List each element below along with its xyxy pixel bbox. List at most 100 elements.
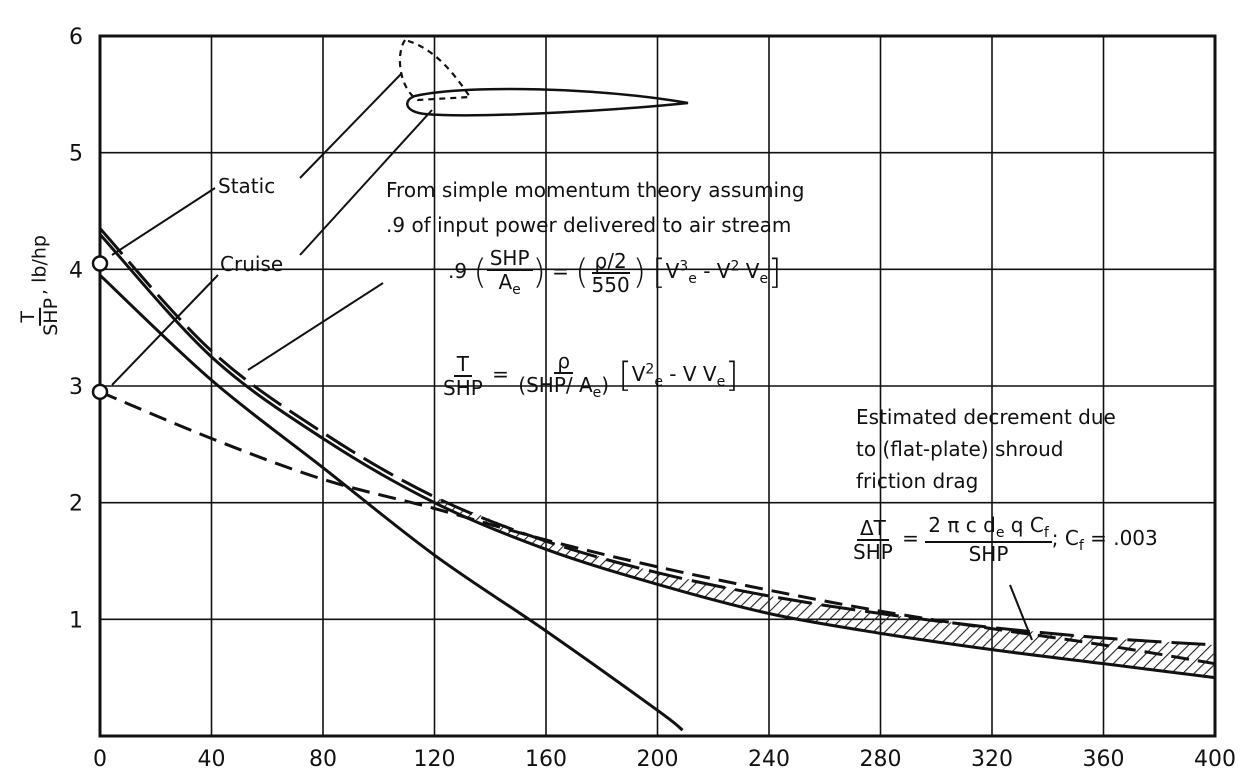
static-leader-2: [299, 72, 403, 179]
decrement-leader: [1009, 584, 1033, 641]
eq1-paren-close: ): [532, 252, 546, 293]
eq1-minus: - V: [696, 259, 731, 284]
x-tick-label: 280: [860, 747, 902, 772]
x-tick-label: 400: [1194, 747, 1236, 772]
eq1-denominator-2: 550: [591, 272, 630, 297]
eq1-denominator-1: Ae: [495, 271, 523, 298]
eq3-num2-text: 2 π c d: [928, 513, 996, 537]
static-leader-1: [111, 187, 216, 256]
eq1-fraction-1: SHP Ae: [486, 247, 533, 298]
eq1-v-sup: 3: [679, 258, 689, 275]
eq2-v-sup: 2: [645, 361, 655, 378]
momentum-text-line-2: .9 of input power delivered to air strea…: [386, 213, 792, 237]
y-axis-units: , lb/hp: [28, 235, 51, 295]
eq1-coefficient: .9: [448, 259, 468, 284]
eq3-cf-sub: f: [1078, 538, 1084, 555]
tick-labels: 0 40 80 120 160 200 240 280 320 360 400 1 2 3 4 5 6: [69, 25, 1236, 772]
marker-static: [91, 255, 109, 272]
cruise-label: Cruise: [220, 252, 284, 276]
eq3-fraction-2: 2 π c de q Cf SHP: [925, 513, 1052, 567]
series-line-4: [98, 227, 1216, 647]
airfoil-cruise-shape: [406, 87, 689, 117]
eq3-cf-value: = .003: [1083, 526, 1158, 551]
eq2-denominator-2: (SHP/ Ae): [515, 374, 612, 401]
y-axis-denominator: SHP: [39, 297, 62, 336]
eq1-den1-text: A: [498, 270, 513, 294]
eq3-denominator-2: SHP: [968, 542, 1009, 567]
eq3-cf: ; C: [1051, 526, 1079, 551]
eq3-equals: =: [902, 526, 919, 551]
eq1-bracket-open: [: [652, 252, 666, 293]
y-tick-label: 2: [69, 492, 83, 517]
eq1-paren-open-2: (: [575, 252, 589, 293]
marker-cruise: [91, 383, 109, 401]
eq2-bracket-open: [: [618, 355, 632, 396]
y-axis-fraction: T SHP: [17, 295, 62, 339]
y-tick-label: 5: [69, 142, 83, 167]
drag-equation: ΔT SHP = 2 π c de q Cf SHP; Cf = .003: [850, 514, 1158, 565]
eq3-numerator-2: 2 π c de q Cf: [925, 513, 1052, 544]
airfoil-static-shape: [398, 38, 473, 102]
series-line-3: [99, 390, 1216, 666]
eq1-v-sub: e: [688, 271, 697, 288]
eq1-paren-close-2: ): [632, 252, 646, 293]
x-tick-label: 240: [748, 747, 790, 772]
eq2-denominator-1: SHP: [443, 375, 483, 400]
leader-lines: [111, 72, 1033, 641]
momentum-leader: [247, 282, 384, 371]
eq3-num2-sub2: f: [1043, 525, 1049, 541]
y-tick-label: 3: [69, 375, 83, 400]
decrement-text-line-3: friction drag: [856, 469, 979, 493]
eq3-fraction-1: ΔT SHP: [850, 517, 896, 563]
x-tick-label: 0: [93, 747, 107, 772]
momentum-text-line-1: From simple momentum theory assuming: [386, 178, 805, 202]
eq2-den2-text: (SHP/ A: [518, 373, 593, 397]
series-group: [98, 227, 1216, 732]
eq3-denominator-1: SHP: [853, 539, 893, 564]
airfoil-sketch: [398, 38, 689, 117]
eq1-equals: =: [552, 259, 569, 284]
x-tick-label: 200: [637, 747, 679, 772]
eq2-den2-close: ): [601, 373, 610, 397]
series-line-2: [98, 233, 1216, 680]
x-tick-label: 80: [309, 747, 337, 772]
eq2-rest: - V V: [662, 362, 717, 387]
decrement-text-line-2: to (flat-plate) shroud: [856, 437, 1064, 461]
eq2-rest-sub: e: [716, 374, 726, 391]
x-tick-label: 360: [1083, 747, 1125, 772]
eq1-bracket-close: ]: [768, 252, 782, 293]
eq3-num2-rest: q C: [1004, 513, 1044, 537]
markers: [91, 255, 109, 401]
eq2-numerator-1: T: [453, 353, 472, 377]
x-tick-label: 40: [198, 747, 226, 772]
x-tick-label: 320: [971, 747, 1013, 772]
eq2-v: V: [631, 362, 646, 387]
decrement-text-line-1: Estimated decrement due: [856, 405, 1116, 429]
y-tick-label: 1: [69, 608, 83, 633]
thrust-equation: T SHP = ρ (SHP/ Ae) [V2e - V Ve]: [440, 350, 739, 401]
eq1-numerator-1: SHP: [486, 247, 533, 271]
eq2-bracket-close: ]: [725, 355, 739, 396]
series-line-1: [98, 274, 684, 732]
eq2-equals: =: [492, 362, 509, 387]
cruise-leader-1: [111, 274, 219, 386]
eq2-fraction-2: ρ (SHP/ Ae): [515, 350, 612, 401]
eq1-ve-sub: e: [759, 271, 769, 288]
eq1-ve: V: [739, 259, 760, 284]
static-label: Static: [218, 174, 276, 198]
y-tick-label: 6: [69, 25, 83, 50]
eq1-v: V: [665, 259, 680, 284]
x-tick-label: 160: [525, 747, 567, 772]
y-axis-numerator: T: [17, 308, 41, 326]
grid: [100, 36, 1215, 736]
cruise-leader-2: [299, 109, 433, 256]
eq1-v2-sup: 2: [730, 258, 740, 275]
momentum-equation: .9 (SHP Ae) = (ρ/2 550) [V3e - V2 Ve]: [448, 247, 781, 298]
y-tick-label: 4: [69, 258, 83, 283]
eq1-paren-open: (: [473, 252, 487, 293]
eq2-den2-sub: e: [592, 385, 602, 401]
eq3-num2-sub: e: [995, 525, 1005, 541]
eq2-numerator-2: ρ: [554, 350, 574, 374]
eq1-den1-sub: e: [512, 282, 521, 298]
